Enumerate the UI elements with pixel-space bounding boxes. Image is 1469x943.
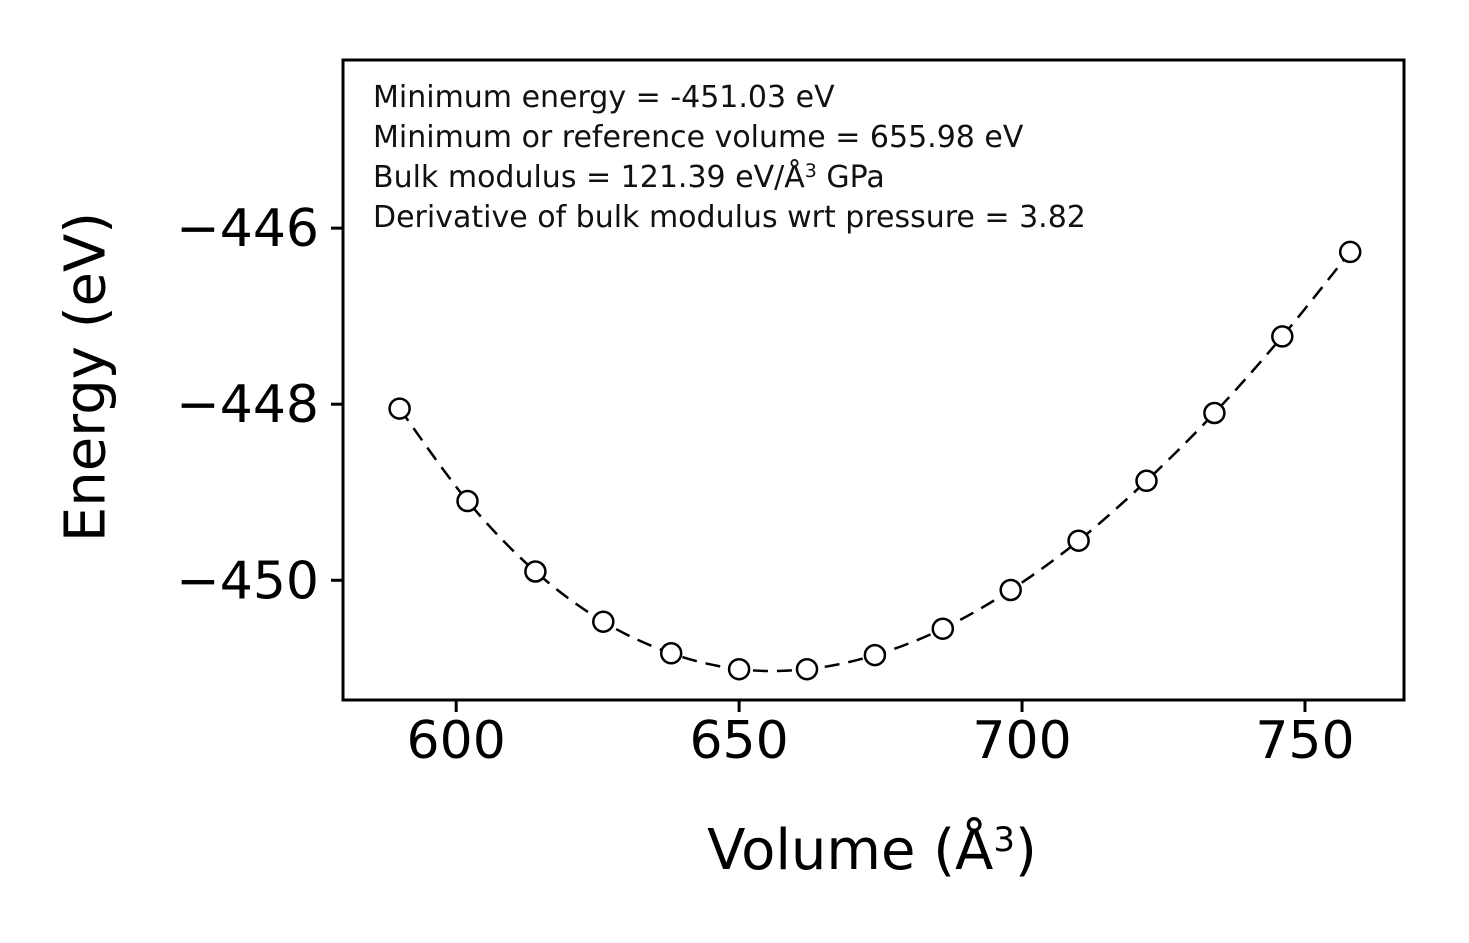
- data-point-marker: [727, 657, 751, 681]
- annotation-bulk-modulus-derivative: Derivative of bulk modulus wrt pressure …: [373, 200, 1086, 235]
- data-point-marker: [456, 489, 479, 513]
- data-point-marker: [999, 578, 1022, 602]
- y-axis-label: Energy (eV): [53, 211, 119, 543]
- x-axis-label: Volume (Å3): [707, 818, 1037, 883]
- data-point-marker: [1067, 529, 1090, 552]
- fit-annotation-block: Minimum energy = -451.03 eV Minimum or r…: [373, 78, 1086, 238]
- plot-box: [341, 58, 1406, 702]
- fit-curve: [398, 251, 1352, 673]
- x-tick-label: 750: [1255, 711, 1354, 771]
- x-tick-label: 600: [407, 711, 506, 771]
- y-tick-label: −446: [176, 199, 319, 259]
- data-point-marker: [1135, 469, 1158, 493]
- data-point-marker: [931, 617, 955, 640]
- data-point-marker: [524, 560, 547, 583]
- annotation-minimum-energy: Minimum energy = -451.03 eV: [373, 80, 835, 115]
- x-tick-label: 700: [972, 711, 1071, 771]
- data-point-marker: [1271, 325, 1294, 348]
- data-point-marker: [1338, 240, 1362, 264]
- y-tick-label: −450: [176, 551, 319, 611]
- annotation-minimum-volume: Minimum or reference volume = 655.98 eV: [373, 120, 1024, 155]
- x-tick-label: 650: [689, 711, 788, 771]
- y-tick-label: −448: [176, 375, 319, 435]
- data-point-marker: [863, 643, 887, 667]
- data-point-marker: [1203, 401, 1226, 425]
- data-point-marker: [388, 397, 411, 420]
- data-point-marker: [795, 657, 819, 681]
- data-point-marker: [659, 642, 683, 665]
- annotation-bulk-modulus: Bulk modulus = 121.39 eV/Å3 GPa: [373, 160, 885, 195]
- data-point-marker: [592, 610, 615, 633]
